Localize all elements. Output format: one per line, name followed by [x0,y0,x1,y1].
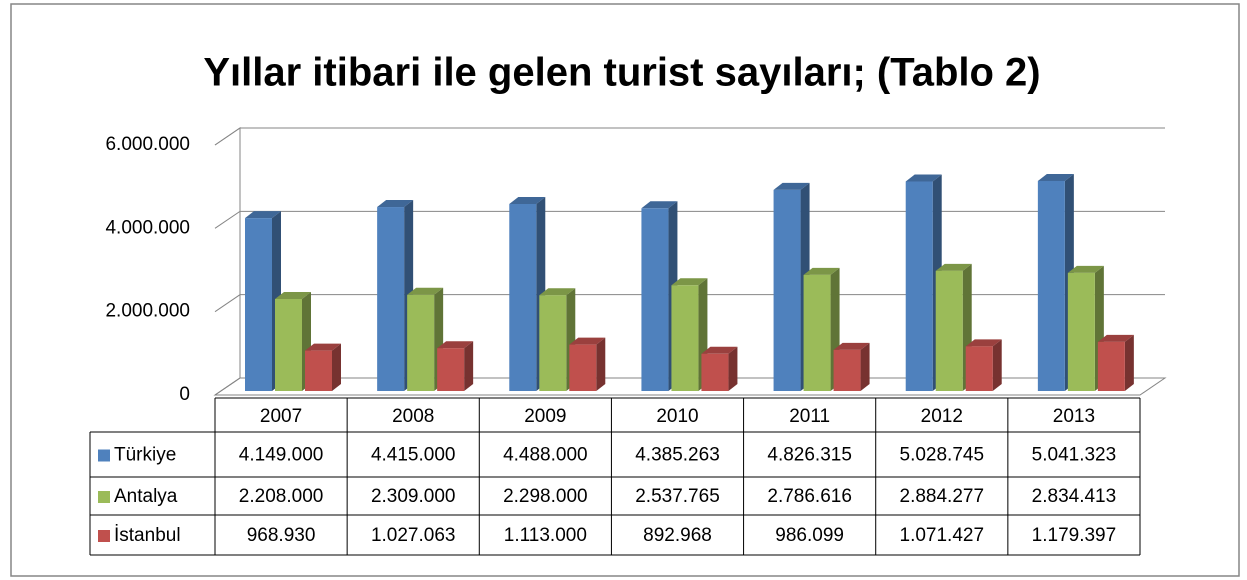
bar [437,348,465,391]
y-tick-label: 6.000.000 [105,134,190,155]
bar [1067,272,1095,391]
bar [965,346,993,391]
bar-top [437,341,474,349]
bar-top [275,292,311,299]
bar-side [992,339,1002,391]
bar-top [641,201,678,209]
bar [1037,180,1065,391]
legend-swatch [98,530,110,542]
x-tick-label: 2008 [392,406,434,427]
bar-top [509,197,546,204]
bar-side [728,346,738,391]
bar-top [965,339,1002,347]
data-label: 2.786.616 [767,486,852,507]
legend-label: Türkiye [114,445,176,466]
bar-top [935,263,972,271]
bar [935,270,963,391]
bar [905,181,933,391]
bar-side [860,342,870,391]
bar-side [596,337,606,391]
bar-top [1037,173,1074,181]
y-tick-label: 4.000.000 [105,217,190,238]
data-label: 4.488.000 [503,445,588,466]
chart-title: Yıllar itibari ile gelen turist sayıları… [203,51,1040,95]
bar-top [701,346,738,354]
bar [1097,341,1125,391]
data-label: 986.099 [775,525,844,546]
bar-top [803,267,840,275]
bar [671,285,699,391]
data-label: 4.826.315 [767,445,852,466]
y-tick-label: 2.000.000 [105,301,190,322]
bar-top [1067,265,1104,273]
legend-swatch [98,491,110,503]
data-label: 5.041.323 [1032,445,1117,466]
data-label: 2.884.277 [900,486,985,507]
x-tick-label: 2009 [524,406,566,427]
bar [773,189,801,391]
bar [701,353,729,391]
bar [245,218,272,391]
bar [833,349,861,391]
data-label: 968.930 [247,525,316,546]
bar [305,350,332,391]
bar-top [245,211,281,219]
data-label: 1.071.427 [900,525,985,546]
x-tick-label: 2013 [1053,406,1095,427]
bar-top [833,342,870,350]
grid-line [214,127,1165,146]
data-label: 2.208.000 [239,486,324,507]
bar-top [407,287,444,295]
bar [407,294,435,391]
data-label: 2.298.000 [503,486,588,507]
bar-top [539,288,576,296]
y-tick-label: 0 [179,384,190,405]
bar-top [671,278,708,286]
data-label: 2.834.413 [1032,486,1117,507]
x-tick-label: 2012 [921,406,963,427]
bar [509,204,537,391]
legend-label: Antalya [114,486,178,507]
x-tick-label: 2010 [656,406,698,427]
bar [275,299,302,391]
bar [539,295,567,391]
x-tick-label: 2011 [789,406,830,427]
bar [377,207,405,391]
legend-swatch [98,449,110,462]
legend-label: İstanbul [114,525,181,546]
bar-side [464,341,474,391]
data-label: 4.149.000 [239,445,324,466]
data-label: 1.113.000 [504,525,587,546]
bar-side [332,343,341,391]
bar-top [773,182,810,190]
bar-top [905,174,942,182]
bar-top [569,337,606,345]
x-tick-label: 2007 [260,406,302,427]
data-label: 4.415.000 [371,445,456,466]
data-label: 892.968 [643,525,712,546]
data-label: 1.027.063 [371,525,456,546]
bar-top [1097,334,1134,342]
data-label: 1.179.397 [1032,525,1117,546]
data-label: 5.028.745 [900,445,985,466]
bar [641,208,669,391]
bar [569,344,597,391]
bar [803,274,831,391]
grid-line [214,294,1165,313]
bar-top [377,200,414,208]
data-label: 4.385.263 [635,445,720,466]
chart-border [10,3,1240,577]
data-label: 2.309.000 [371,486,456,507]
grid-line [214,210,1165,229]
bar-top [305,343,341,351]
bar-side [1124,334,1134,391]
data-label: 2.537.765 [635,486,720,507]
